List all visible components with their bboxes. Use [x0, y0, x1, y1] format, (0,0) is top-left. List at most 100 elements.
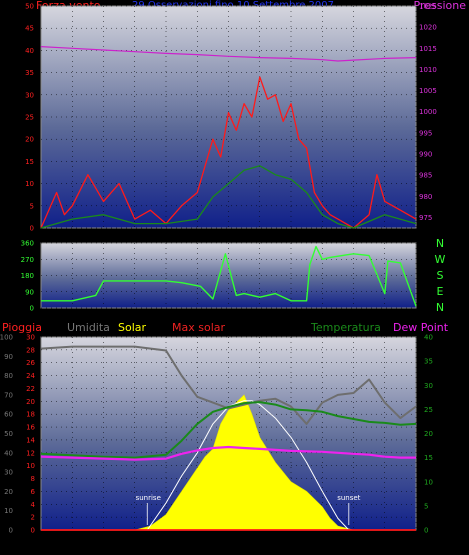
- humidity-tick-label: 10: [4, 507, 13, 515]
- series-dew-point: [40, 445, 416, 461]
- rain-tick-label: 6: [31, 488, 36, 496]
- series-wind-average: [40, 165, 417, 229]
- x-tick-label: 18: [318, 540, 327, 548]
- x-tick-label: 10: [193, 540, 202, 548]
- y-tick-label: 20: [25, 136, 34, 144]
- y-tick-label: 25: [25, 114, 34, 122]
- humidity-tick-label: 40: [4, 449, 13, 457]
- legend-temperature: Temperatura: [310, 321, 381, 334]
- rain-tick-label: 26: [26, 359, 35, 367]
- legend-dew-point: Dew Point: [393, 321, 449, 334]
- y-tick-label: 90: [25, 288, 34, 296]
- humidity-tick-label: 20: [4, 488, 13, 496]
- compass-label: S: [437, 269, 444, 282]
- temp-tick-label: 20: [424, 430, 433, 438]
- rain-tick-label: 2: [31, 514, 35, 522]
- x-tick-label: 18: [318, 232, 327, 240]
- y-tick-label: 0: [30, 225, 34, 233]
- x-tick-label: 14: [255, 232, 264, 240]
- y2-tick-label: 1015: [419, 45, 437, 53]
- temp-tick-label: 40: [424, 334, 433, 342]
- rain-tick-label: 28: [26, 346, 35, 354]
- compass-label: N: [436, 301, 444, 314]
- y-tick-label: 45: [25, 25, 34, 33]
- rain-tick-label: 8: [31, 475, 35, 483]
- y2-tick-label: 990: [419, 151, 432, 159]
- temp-tick-label: 15: [424, 454, 433, 462]
- y2-tick-label: 980: [419, 193, 432, 201]
- x-tick-label: 02: [68, 540, 77, 548]
- y-tick-label: 360: [21, 240, 34, 248]
- y-tick-label: 40: [25, 47, 34, 55]
- x-tick-label: 22: [380, 540, 389, 548]
- series-wind-direction: [41, 245, 417, 307]
- x-tick-label: 08: [162, 232, 171, 240]
- humidity-tick-label: 50: [4, 430, 13, 438]
- y-tick-label: 10: [25, 180, 34, 188]
- series-temperature: [40, 401, 417, 459]
- rain-tick-label: 4: [31, 501, 36, 509]
- series-wind: [40, 76, 417, 229]
- legend-rain: Pioggia: [2, 321, 42, 334]
- y2-tick-label: 1010: [419, 66, 437, 74]
- rain-tick-label: 24: [26, 372, 35, 380]
- rain-tick-label: 10: [26, 462, 35, 470]
- wind-chart-ticks: 0510152025303540455097598098599099510001…: [25, 3, 437, 241]
- sunrise-label: sunrise: [136, 494, 161, 502]
- x-tick-label: 12: [224, 232, 233, 240]
- temp-tick-label: 25: [424, 406, 433, 414]
- y2-tick-label: 985: [419, 172, 432, 180]
- header-right-label: Pressione: [414, 0, 467, 12]
- rain-tick-label: 16: [26, 424, 35, 432]
- y2-tick-label: 1005: [419, 87, 437, 95]
- x-tick-label: 04: [99, 540, 108, 548]
- y-tick-label: 30: [25, 91, 34, 99]
- y-tick-label: 5: [30, 202, 34, 210]
- x-tick-label: 20: [349, 232, 358, 240]
- x-tick-label: 00: [412, 232, 421, 240]
- humidity-tick-label: 30: [4, 469, 13, 477]
- x-tick-label: 00: [412, 540, 421, 548]
- y2-tick-label: 1000: [419, 108, 437, 116]
- y-tick-label: 270: [21, 256, 34, 264]
- rain-tick-label: 12: [26, 449, 35, 457]
- humidity-tick-label: 100: [0, 334, 13, 342]
- legend-max-solar: Max solar: [172, 321, 225, 334]
- sunset-label: sunset: [337, 494, 360, 502]
- y2-tick-label: 1025: [419, 3, 437, 11]
- wind-chart-series: [40, 46, 417, 229]
- direction-chart-ticks: 0 90 180 270 360: [21, 240, 34, 313]
- temp-tick-label: 30: [424, 382, 433, 390]
- legend-humidity: Umidita: [67, 321, 110, 334]
- series-pressure: [40, 46, 417, 62]
- x-tick-label: 14: [255, 540, 264, 548]
- direction-chart-series: [41, 245, 417, 307]
- rain-tick-label: 20: [26, 398, 35, 406]
- compass-label: W: [435, 253, 446, 266]
- humidity-tick-label: 90: [4, 353, 13, 361]
- x-tick-label: 16: [287, 232, 296, 240]
- x-tick-label: 06: [130, 540, 139, 548]
- x-tick-label: 02: [68, 232, 77, 240]
- y-tick-label: 0: [30, 305, 34, 313]
- x-tick-label: 10: [193, 232, 202, 240]
- humidity-tick-label: 0: [9, 527, 13, 535]
- temp-tick-label: 10: [424, 478, 433, 486]
- x-tick-label: 22: [380, 232, 389, 240]
- rain-tick-label: 30: [26, 334, 35, 342]
- humidity-tick-label: 80: [4, 372, 13, 380]
- compass-label: E: [437, 285, 444, 298]
- rain-tick-label: 22: [26, 385, 35, 393]
- rain-tick-label: 18: [26, 411, 35, 419]
- humidity-tick-label: 70: [4, 391, 13, 399]
- series-solar: [41, 394, 416, 531]
- y-tick-label: 35: [25, 69, 34, 77]
- x-tick-label: 08: [162, 540, 171, 548]
- y2-tick-label: 975: [419, 214, 432, 222]
- rain-tick-label: 0: [31, 527, 35, 535]
- y2-tick-label: 995: [419, 129, 432, 137]
- y-tick-label: 50: [25, 3, 34, 11]
- temp-tick-label: 0: [424, 527, 428, 535]
